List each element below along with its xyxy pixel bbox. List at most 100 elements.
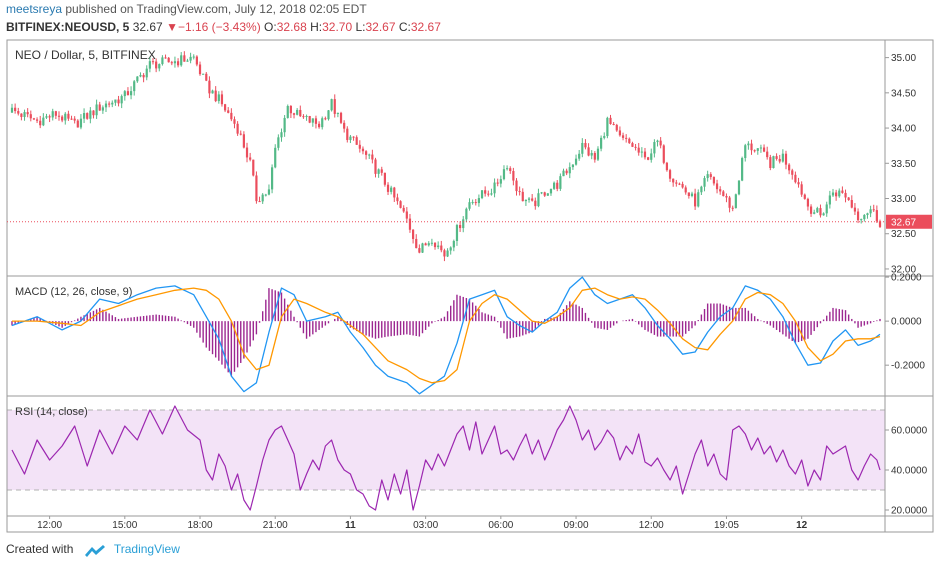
- candle-down[interactable]: [54, 110, 57, 120]
- candle-down[interactable]: [346, 126, 349, 143]
- candle-up[interactable]: [296, 108, 299, 116]
- candle-up[interactable]: [700, 185, 703, 196]
- candle-down[interactable]: [853, 203, 857, 216]
- candle-down[interactable]: [396, 193, 399, 205]
- candle-down[interactable]: [778, 154, 781, 164]
- candle-down[interactable]: [245, 142, 249, 163]
- candle-down[interactable]: [725, 193, 728, 203]
- macd-pane[interactable]: MACD (12, 26, close, 9) 0.2000 0.0000 -0.20…: [6, 273, 934, 397]
- candle-up[interactable]: [452, 239, 455, 252]
- candle-up[interactable]: [51, 108, 54, 121]
- candle-down[interactable]: [252, 159, 255, 177]
- candle-down[interactable]: [255, 171, 258, 204]
- candle-up[interactable]: [211, 89, 214, 94]
- candle-down[interactable]: [484, 186, 487, 197]
- candle-down[interactable]: [487, 190, 490, 197]
- candle-down[interactable]: [374, 157, 377, 178]
- candle-down[interactable]: [371, 149, 374, 164]
- candle-up[interactable]: [377, 168, 380, 178]
- candle-down[interactable]: [797, 177, 800, 188]
- candle-up[interactable]: [603, 132, 606, 140]
- candle-down[interactable]: [405, 207, 408, 224]
- candle-up[interactable]: [305, 114, 308, 121]
- candle-up[interactable]: [139, 72, 142, 78]
- candle-down[interactable]: [850, 195, 853, 209]
- candle-down[interactable]: [61, 115, 64, 123]
- candle-down[interactable]: [515, 178, 518, 196]
- candle-down[interactable]: [794, 171, 797, 184]
- candle-down[interactable]: [205, 72, 208, 82]
- candle-down[interactable]: [835, 189, 838, 201]
- candle-down[interactable]: [32, 117, 36, 121]
- candle-down[interactable]: [440, 240, 443, 253]
- candle-down[interactable]: [17, 107, 20, 116]
- candle-down[interactable]: [380, 166, 383, 176]
- candle-up[interactable]: [606, 116, 609, 139]
- candle-down[interactable]: [236, 121, 239, 136]
- candle-down[interactable]: [292, 112, 296, 119]
- candle-up[interactable]: [274, 144, 277, 169]
- candle-down[interactable]: [621, 132, 625, 141]
- candle-up[interactable]: [703, 175, 706, 192]
- candle-down[interactable]: [665, 161, 669, 172]
- candle-down[interactable]: [402, 205, 405, 213]
- candle-up[interactable]: [455, 223, 459, 246]
- candle-down[interactable]: [170, 60, 173, 66]
- author-link[interactable]: meetsreya: [6, 2, 63, 16]
- candle-up[interactable]: [104, 100, 108, 113]
- candle-up[interactable]: [430, 238, 433, 246]
- candle-up[interactable]: [568, 162, 571, 179]
- candle-down[interactable]: [208, 76, 211, 99]
- candle-down[interactable]: [791, 168, 794, 180]
- candle-down[interactable]: [317, 121, 321, 129]
- candle-up[interactable]: [690, 191, 694, 198]
- candle-down[interactable]: [593, 151, 596, 163]
- candle-up[interactable]: [95, 99, 98, 119]
- candle-up[interactable]: [553, 181, 556, 190]
- candle-down[interactable]: [308, 115, 311, 124]
- candle-down[interactable]: [543, 191, 546, 197]
- candle-up[interactable]: [23, 109, 26, 121]
- candle-down[interactable]: [302, 114, 305, 119]
- candle-up[interactable]: [772, 155, 775, 169]
- candle-down[interactable]: [108, 101, 111, 108]
- candle-down[interactable]: [239, 130, 242, 136]
- candle-up[interactable]: [546, 193, 549, 197]
- candle-down[interactable]: [769, 154, 772, 171]
- candle-up[interactable]: [133, 79, 136, 96]
- candle-down[interactable]: [766, 146, 769, 160]
- candle-down[interactable]: [48, 114, 51, 123]
- candle-down[interactable]: [57, 111, 61, 121]
- candle-up[interactable]: [136, 76, 139, 83]
- candle-up[interactable]: [490, 188, 493, 196]
- candle-up[interactable]: [173, 56, 177, 68]
- candle-down[interactable]: [512, 167, 515, 186]
- candle-up[interactable]: [816, 206, 819, 213]
- candle-up[interactable]: [825, 201, 828, 217]
- candle-down[interactable]: [800, 181, 803, 197]
- candle-down[interactable]: [155, 58, 158, 73]
- candle-down[interactable]: [29, 110, 32, 122]
- candle-up[interactable]: [129, 86, 133, 100]
- candle-up[interactable]: [502, 165, 506, 181]
- candle-up[interactable]: [571, 164, 575, 170]
- candle-down[interactable]: [662, 144, 665, 165]
- candle-down[interactable]: [531, 194, 534, 202]
- candle-up[interactable]: [744, 143, 747, 162]
- candle-up[interactable]: [559, 173, 562, 191]
- candle-down[interactable]: [142, 73, 145, 83]
- candle-up[interactable]: [527, 197, 531, 203]
- candle-down[interactable]: [39, 115, 42, 129]
- candle-up[interactable]: [368, 153, 371, 160]
- candle-up[interactable]: [270, 164, 274, 194]
- candle-down[interactable]: [35, 117, 39, 124]
- candle-down[interactable]: [73, 116, 76, 124]
- candle-down[interactable]: [687, 192, 690, 199]
- candle-down[interactable]: [847, 197, 850, 201]
- candle-down[interactable]: [684, 185, 687, 195]
- candle-down[interactable]: [788, 163, 791, 175]
- candle-down[interactable]: [70, 115, 73, 120]
- candle-down[interactable]: [117, 95, 120, 107]
- candle-down[interactable]: [806, 197, 810, 211]
